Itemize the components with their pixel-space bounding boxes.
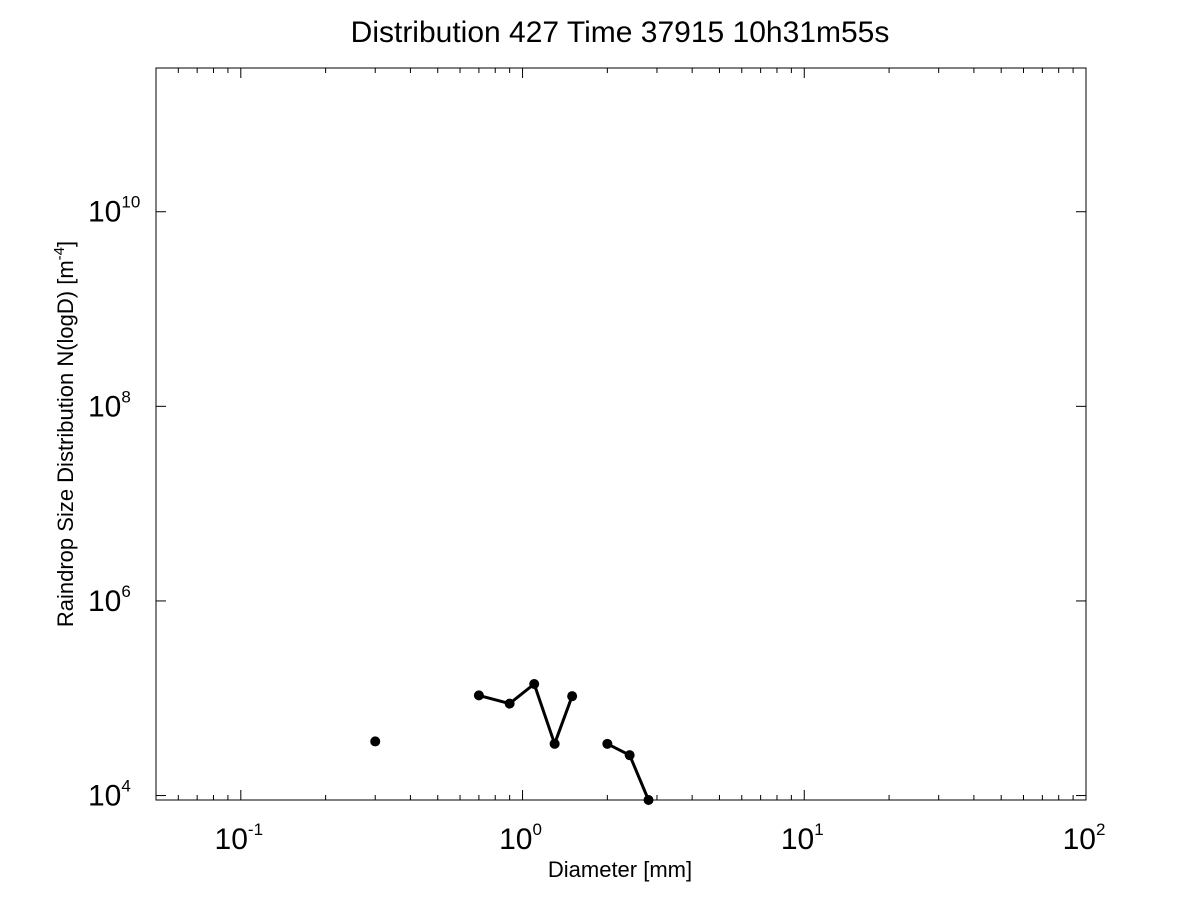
- x-tick-label-base: 10: [781, 823, 814, 856]
- data-point: [370, 736, 381, 747]
- y-tick-label-exp: 4: [121, 777, 130, 796]
- x-tick-label: 101: [781, 820, 824, 856]
- y-tick-label: 106: [88, 582, 131, 618]
- x-tick-label-exp: -1: [248, 820, 263, 839]
- data-point: [602, 738, 613, 749]
- y-tick-label-base: 10: [88, 585, 121, 618]
- x-tick-label-exp: 1: [814, 820, 823, 839]
- x-tick-label-base: 10: [499, 823, 532, 856]
- x-tick-label: 100: [499, 820, 542, 856]
- y-tick-label-base: 10: [88, 780, 121, 813]
- y-axis-label-close: ]: [53, 241, 78, 247]
- plot-frame: [155, 67, 1087, 801]
- x-tick-label: 10-1: [215, 820, 264, 856]
- data-point: [504, 698, 515, 709]
- y-tick-label-base: 10: [88, 390, 121, 423]
- x-axis-label: Diameter [mm]: [548, 857, 692, 882]
- y-axis-label-main: Raindrop Size Distribution N(logD) [m: [53, 260, 78, 627]
- data-point: [624, 750, 635, 761]
- y-axis-label: Raindrop Size Distribution N(logD) [m-4]: [51, 241, 78, 627]
- data-point: [529, 679, 540, 690]
- data-series: [370, 679, 654, 805]
- y-tick-label: 1010: [88, 193, 140, 229]
- y-tick-label-exp: 10: [121, 193, 140, 212]
- x-tick-label: 102: [1063, 820, 1106, 856]
- series-line: [478, 682, 574, 746]
- data-point: [473, 690, 484, 701]
- y-tick-label-exp: 6: [121, 582, 130, 601]
- x-tick-label-exp: 0: [532, 820, 541, 839]
- x-tick-label-base: 10: [215, 823, 248, 856]
- chart-title: Distribution 427 Time 37915 10h31m55s: [351, 16, 890, 49]
- y-axis-label-exp: -4: [51, 247, 68, 260]
- data-point: [549, 738, 560, 749]
- y-tick-label-exp: 8: [121, 387, 130, 406]
- y-tick-label-base: 10: [88, 196, 121, 229]
- y-tick-label: 104: [88, 777, 131, 813]
- x-tick-label-base: 10: [1063, 823, 1096, 856]
- x-tick-label-exp: 2: [1096, 820, 1105, 839]
- data-point: [567, 691, 578, 702]
- y-tick-label: 108: [88, 387, 131, 423]
- axis-ticks: [155, 68, 1087, 800]
- data-point: [643, 795, 654, 805]
